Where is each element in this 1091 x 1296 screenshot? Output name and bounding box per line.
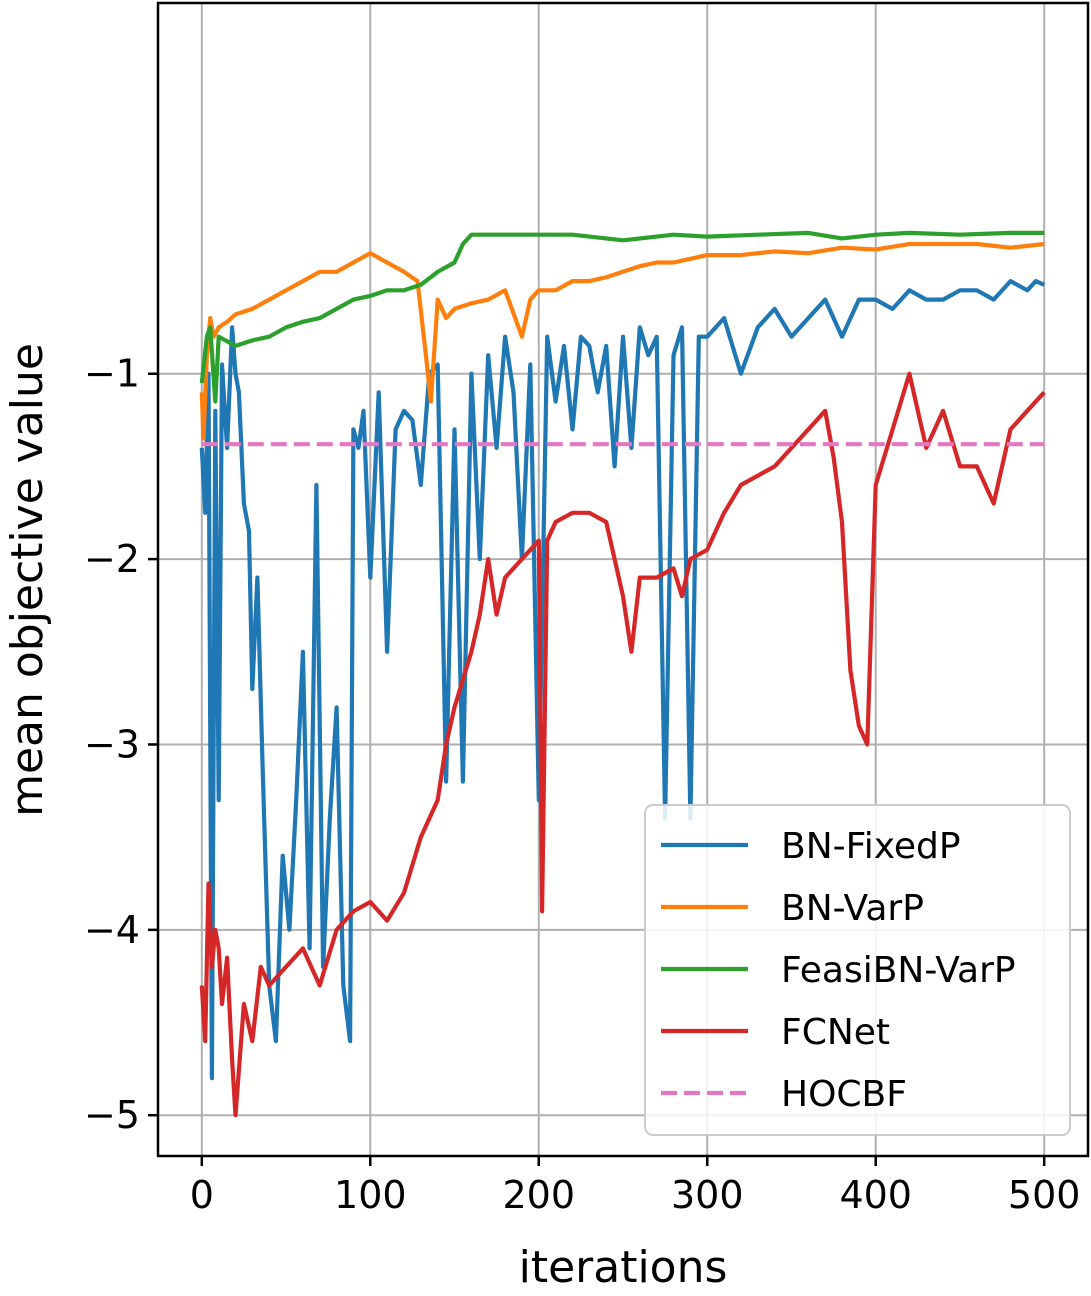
x-axis-label: iterations <box>519 1242 728 1293</box>
y-tick-label: −2 <box>84 537 140 581</box>
legend-box <box>644 804 1071 1136</box>
tick-labels: 0 100 200 300 400 500 −5 −4 −3 −2 −1 <box>84 352 1080 1217</box>
legend-label-bn-varp: BN-VarP <box>781 888 924 929</box>
plot-frame <box>156 1 1090 1158</box>
legend-label-bn-fixedp: BN-FixedP <box>781 826 961 867</box>
legend-label-hocbf: HOCBF <box>781 1074 907 1115</box>
x-tick-label: 500 <box>1008 1173 1081 1217</box>
series-line-fcnet <box>199 371 1046 1118</box>
grid <box>158 3 1088 1156</box>
legend-entries: BN-FixedP BN-VarP FeasiBN-VarP FCNet HOCBF <box>661 826 1016 1115</box>
legend-label-feasibn-varp: FeasiBN-VarP <box>781 950 1016 991</box>
y-tick-label: −5 <box>84 1093 140 1137</box>
x-tick-label: 300 <box>671 1173 744 1217</box>
series-line-bn-varp <box>199 241 1045 441</box>
series-layer <box>199 230 1046 1118</box>
x-tick-label: 0 <box>190 1173 214 1217</box>
legend: BN-FixedP BN-VarP FeasiBN-VarP FCNet HOCBF <box>644 804 1071 1136</box>
y-tick-label: −3 <box>84 722 140 766</box>
ticks <box>148 372 1046 1166</box>
series-line-feasibn-varp <box>199 230 1045 404</box>
series-line-bn-fixedp <box>199 279 1046 1081</box>
y-axis-label: mean objective value <box>2 343 53 817</box>
x-tick-label: 100 <box>334 1173 407 1217</box>
legend-label-fcnet: FCNet <box>781 1012 890 1053</box>
x-tick-label: 200 <box>502 1173 575 1217</box>
y-tick-label: −4 <box>84 908 140 952</box>
y-tick-label: −1 <box>84 352 140 396</box>
x-tick-label: 400 <box>839 1173 912 1217</box>
